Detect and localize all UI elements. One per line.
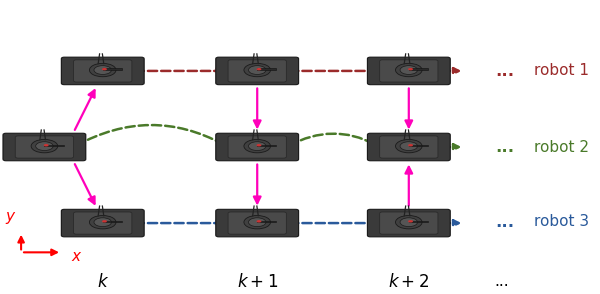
FancyBboxPatch shape (228, 212, 286, 234)
FancyBboxPatch shape (257, 69, 277, 70)
FancyBboxPatch shape (73, 134, 86, 160)
FancyBboxPatch shape (409, 145, 428, 146)
FancyBboxPatch shape (367, 133, 450, 161)
Circle shape (395, 64, 422, 77)
FancyBboxPatch shape (15, 136, 74, 158)
Circle shape (248, 142, 266, 151)
FancyBboxPatch shape (380, 212, 438, 234)
FancyBboxPatch shape (103, 69, 122, 70)
FancyArrowPatch shape (289, 133, 375, 146)
FancyBboxPatch shape (368, 134, 381, 160)
Circle shape (102, 220, 107, 223)
Text: $y$: $y$ (5, 210, 16, 226)
Circle shape (244, 216, 271, 229)
FancyArrowPatch shape (134, 68, 223, 74)
FancyBboxPatch shape (62, 58, 75, 84)
FancyBboxPatch shape (380, 136, 438, 158)
FancyArrowPatch shape (406, 88, 412, 127)
Circle shape (395, 216, 422, 229)
FancyBboxPatch shape (44, 145, 64, 146)
Circle shape (248, 218, 266, 227)
FancyBboxPatch shape (368, 58, 381, 84)
FancyBboxPatch shape (367, 57, 450, 85)
Text: ...: ... (496, 138, 515, 156)
FancyBboxPatch shape (61, 209, 144, 237)
FancyBboxPatch shape (368, 210, 381, 236)
Circle shape (400, 218, 418, 227)
FancyBboxPatch shape (74, 60, 132, 82)
FancyBboxPatch shape (380, 60, 438, 82)
FancyBboxPatch shape (437, 210, 450, 236)
Circle shape (94, 218, 112, 227)
FancyBboxPatch shape (367, 209, 450, 237)
FancyBboxPatch shape (3, 133, 86, 161)
FancyBboxPatch shape (216, 134, 229, 160)
FancyBboxPatch shape (257, 145, 277, 146)
Text: $k+1$: $k+1$ (236, 273, 278, 290)
FancyBboxPatch shape (228, 136, 286, 158)
FancyArrowPatch shape (289, 220, 374, 226)
FancyBboxPatch shape (216, 57, 299, 85)
Circle shape (244, 139, 271, 153)
FancyBboxPatch shape (131, 58, 144, 84)
FancyBboxPatch shape (257, 220, 277, 222)
FancyBboxPatch shape (216, 58, 229, 84)
FancyBboxPatch shape (131, 210, 144, 236)
Circle shape (257, 220, 262, 223)
FancyArrowPatch shape (75, 90, 95, 130)
Circle shape (44, 144, 49, 146)
FancyArrowPatch shape (289, 68, 374, 74)
Circle shape (257, 144, 262, 146)
FancyArrowPatch shape (254, 88, 260, 127)
FancyBboxPatch shape (74, 212, 132, 234)
Circle shape (94, 66, 112, 74)
Circle shape (400, 66, 418, 74)
FancyBboxPatch shape (103, 220, 122, 222)
Circle shape (408, 144, 413, 146)
Text: ...: ... (496, 213, 515, 230)
Circle shape (244, 64, 271, 77)
Circle shape (102, 68, 107, 70)
Text: $k$: $k$ (97, 273, 109, 290)
FancyBboxPatch shape (285, 134, 298, 160)
Circle shape (400, 142, 418, 151)
FancyBboxPatch shape (437, 58, 450, 84)
Circle shape (408, 220, 413, 223)
FancyArrowPatch shape (134, 220, 223, 226)
FancyBboxPatch shape (285, 58, 298, 84)
Circle shape (35, 142, 53, 151)
FancyBboxPatch shape (216, 209, 299, 237)
Circle shape (89, 216, 116, 229)
Circle shape (89, 64, 116, 77)
Text: $x$: $x$ (71, 250, 82, 264)
FancyBboxPatch shape (3, 134, 17, 160)
FancyBboxPatch shape (437, 134, 450, 160)
Text: $k+2$: $k+2$ (388, 273, 430, 290)
FancyBboxPatch shape (62, 210, 75, 236)
FancyBboxPatch shape (409, 220, 428, 222)
Text: ...: ... (496, 62, 515, 80)
FancyBboxPatch shape (216, 210, 229, 236)
Circle shape (31, 139, 58, 153)
Text: robot 3: robot 3 (534, 214, 589, 229)
Circle shape (257, 68, 262, 70)
FancyArrowPatch shape (75, 164, 95, 204)
FancyArrowPatch shape (76, 125, 223, 146)
Text: robot 2: robot 2 (534, 139, 589, 155)
FancyBboxPatch shape (228, 60, 286, 82)
FancyArrowPatch shape (406, 167, 412, 206)
FancyBboxPatch shape (409, 69, 428, 70)
FancyBboxPatch shape (285, 210, 298, 236)
Circle shape (408, 68, 413, 70)
Text: ...: ... (495, 274, 509, 289)
FancyBboxPatch shape (61, 57, 144, 85)
Circle shape (395, 139, 422, 153)
Circle shape (248, 66, 266, 74)
FancyBboxPatch shape (216, 133, 299, 161)
Text: robot 1: robot 1 (534, 64, 589, 78)
FancyArrowPatch shape (254, 164, 260, 203)
